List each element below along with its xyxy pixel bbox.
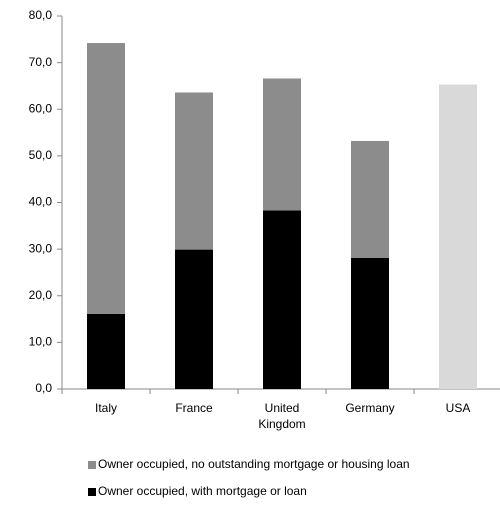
bar xyxy=(175,92,213,250)
y-tick-label: 40,0 xyxy=(29,195,53,209)
y-tick-label: 10,0 xyxy=(29,335,53,349)
bar xyxy=(87,43,125,314)
bar xyxy=(87,313,125,389)
bar xyxy=(351,140,389,258)
bar xyxy=(263,78,301,211)
x-tick-label: France xyxy=(175,401,213,415)
legend-swatch xyxy=(88,461,96,469)
y-tick-label: 0,0 xyxy=(35,381,52,395)
x-tick-label: United Kingdom xyxy=(258,401,305,431)
bar xyxy=(351,257,389,389)
bar xyxy=(263,210,301,389)
y-tick-label: 20,0 xyxy=(29,288,53,302)
bar xyxy=(175,249,213,389)
y-tick-label: 70,0 xyxy=(29,55,53,69)
y-tick-label: 30,0 xyxy=(29,241,53,255)
legend-swatch xyxy=(88,488,96,496)
x-tick-label: Italy xyxy=(95,401,117,415)
legend-label: Owner occupied, no outstanding mortgage … xyxy=(98,457,410,471)
x-tick-label: USA xyxy=(446,401,471,415)
y-tick-label: 60,0 xyxy=(29,101,53,115)
y-tick-label: 50,0 xyxy=(29,148,53,162)
bar xyxy=(439,84,477,389)
x-tick-label: Germany xyxy=(345,401,394,415)
y-tick-label: 80,0 xyxy=(29,8,53,22)
legend-label: Owner occupied, with mortgage or loan xyxy=(98,484,307,498)
